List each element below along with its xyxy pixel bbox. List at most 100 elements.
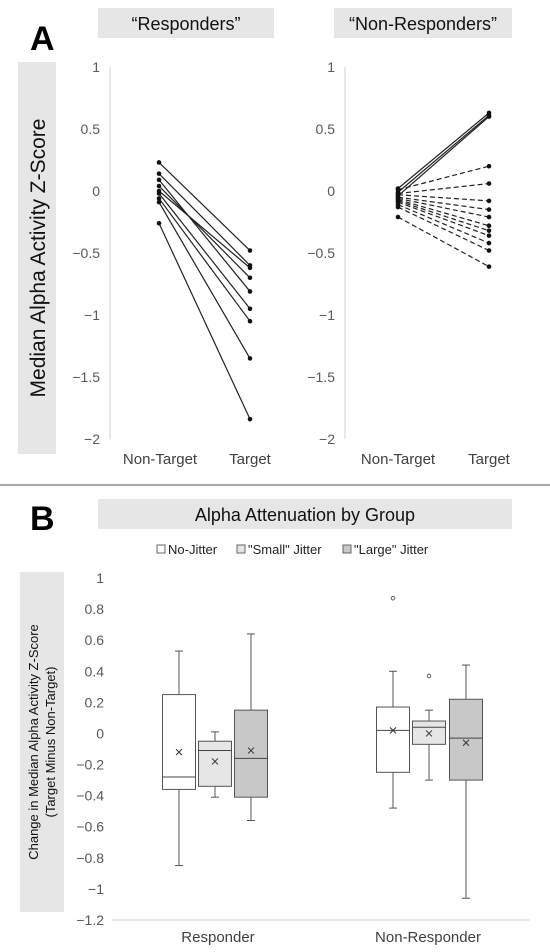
responders-point-target-8 — [247, 416, 253, 422]
box-responder-0 — [162, 650, 196, 867]
nonresponders-line-6 — [397, 196, 490, 211]
box-responder-1-mean-marker — [211, 758, 219, 765]
nonresponders-title: “Non-Responders” — [349, 14, 497, 34]
box-responder-2-mean-marker — [247, 747, 255, 754]
boxplot-ytick-4: 0.2 — [85, 694, 105, 710]
nonresponders-point-target-10 — [486, 233, 492, 238]
responders-ytick-6: −2 — [84, 431, 100, 447]
nonresponders-xtick-nontarget: Non-Target — [361, 451, 436, 468]
box-nonresponder-1-outlier-0 — [426, 673, 432, 679]
box-responder-2-box — [234, 709, 268, 798]
boxplot-ytick-2: 0.6 — [85, 632, 105, 648]
responders-title: “Responders” — [131, 14, 240, 34]
nonresponders-ytick-4: −1 — [319, 307, 335, 323]
nonresponders-point-target-2 — [486, 114, 492, 119]
nonresponders-point-target-6 — [486, 207, 492, 212]
responders-ytick-5: −1.5 — [72, 369, 100, 385]
nonresponders-point-target-4 — [486, 181, 492, 186]
nonresponders-line-9 — [397, 200, 490, 232]
responders-line-4 — [158, 190, 251, 269]
nonresponders-point-target-3 — [486, 163, 492, 169]
nonresponders-point-target-7 — [486, 214, 492, 220]
nonresponders-ytick-0: 1 — [327, 59, 335, 75]
responders-point-nontarget-5 — [156, 191, 162, 196]
panel-b-title: Alpha Attenuation by Group — [195, 505, 415, 525]
responders-line-2 — [158, 179, 251, 292]
panel-b-legend: No-Jitter "Small" Jitter "Large" Jitter — [156, 542, 429, 557]
box-nonresponder-2-box — [449, 698, 483, 781]
responders-title-box — [98, 8, 274, 38]
panel-a-letter: A — [30, 20, 55, 58]
responders-line-5 — [158, 193, 251, 310]
responders-point-nontarget-7 — [156, 199, 162, 205]
box-responder-1-box — [198, 740, 232, 787]
legend-swatch-large-jitter — [342, 544, 352, 554]
nonresponders-ytick-3: −0.5 — [307, 245, 335, 261]
responders-point-target-4 — [247, 265, 253, 271]
nonresponders-ytick-5: −1.5 — [307, 369, 335, 385]
box-nonresponder-0 — [376, 595, 410, 809]
responders-point-nontarget-2 — [156, 177, 162, 183]
responders-line-3 — [158, 185, 251, 279]
nonresponders-line-13 — [397, 216, 490, 268]
responders-point-nontarget-3 — [156, 183, 162, 189]
panel-a-ylabel: Median Alpha Activity Z-Score — [27, 119, 50, 398]
nonresponders-line-8 — [397, 199, 490, 227]
nonresponders-ytick-6: −2 — [319, 431, 335, 447]
responders-point-target-5 — [247, 306, 253, 312]
boxplot-ytick-6: −0.2 — [76, 757, 104, 773]
responders-ytick-1: 0.5 — [81, 121, 101, 137]
box-nonresponder-0-box — [376, 706, 410, 773]
legend-swatch-no-jitter — [156, 544, 166, 554]
box-nonresponder-2 — [449, 664, 483, 899]
responders-chart: 1 0.5 0 −0.5 −1 −1.5 −2 Non-Target Target — [72, 59, 271, 468]
responders-point-nontarget-6 — [156, 196, 162, 201]
box-nonresponder-1 — [412, 673, 446, 781]
boxplot-ytick-10: −1 — [88, 881, 104, 897]
responders-ytick-3: −0.5 — [72, 245, 100, 261]
nonresponders-point-target-9 — [486, 228, 492, 233]
responders-point-nontarget-0 — [156, 160, 162, 165]
nonresponders-chart: 1 0.5 0 −0.5 −1 −1.5 −2 Non-Target Target — [307, 59, 510, 468]
nonresponders-line-5 — [397, 194, 490, 202]
responders-point-target-0 — [247, 248, 253, 253]
nonresponders-point-target-13 — [486, 264, 492, 269]
box-nonresponder-1-box — [412, 720, 446, 745]
nonresponders-point-target-8 — [486, 223, 492, 229]
legend-label-no-jitter: No-Jitter — [168, 542, 218, 557]
nonresponders-line-7 — [397, 197, 490, 218]
boxplot-xtick-nonresponder: Non-Responder — [375, 929, 481, 946]
nonresponders-line-3 — [397, 165, 490, 191]
nonresponders-point-target-11 — [486, 240, 492, 246]
boxplot-ytick-5: 0 — [96, 725, 104, 741]
box-nonresponder-0-mean-marker — [389, 726, 397, 734]
box-responder-1 — [198, 731, 232, 798]
nonresponders-line-0 — [397, 112, 490, 189]
legend-label-small-jitter: "Small" Jitter — [248, 542, 322, 557]
responders-line-0 — [158, 162, 251, 251]
boxplot-xtick-responder: Responder — [181, 929, 254, 946]
responders-ytick-4: −1 — [84, 307, 100, 323]
nonresponders-point-target-5 — [486, 198, 492, 204]
nonresponders-title-box — [334, 8, 512, 38]
panel-b-ylabel-line2: (Target Minus Non-Target) — [43, 667, 58, 818]
nonresponders-point-nontarget-3 — [395, 187, 401, 193]
boxplot-ytick-0: 1 — [96, 570, 104, 586]
responders-line-6 — [158, 198, 251, 322]
box-responder-0-box — [162, 694, 196, 790]
responders-ytick-0: 1 — [92, 59, 100, 75]
boxplot-ytick-8: −0.6 — [76, 819, 104, 835]
nonresponders-ytick-2: 0 — [327, 183, 335, 199]
nonresponders-point-nontarget-13 — [395, 214, 401, 220]
panel-b-ylabel-line1: Change in Median Alpha Activity Z-Score — [26, 624, 41, 860]
box-responder-2 — [234, 633, 268, 822]
boxplot-ytick-3: 0.4 — [85, 663, 105, 679]
responders-point-target-7 — [247, 356, 253, 361]
panel-b-title-box — [98, 499, 512, 529]
nonresponders-line-2 — [397, 116, 490, 197]
box-nonresponder-0-outlier-0 — [390, 595, 396, 601]
panel-a-ylabel-box — [18, 62, 56, 454]
responders-point-target-2 — [247, 289, 253, 294]
nonresponders-line-12 — [397, 206, 490, 252]
nonresponders-line-10 — [397, 201, 490, 237]
